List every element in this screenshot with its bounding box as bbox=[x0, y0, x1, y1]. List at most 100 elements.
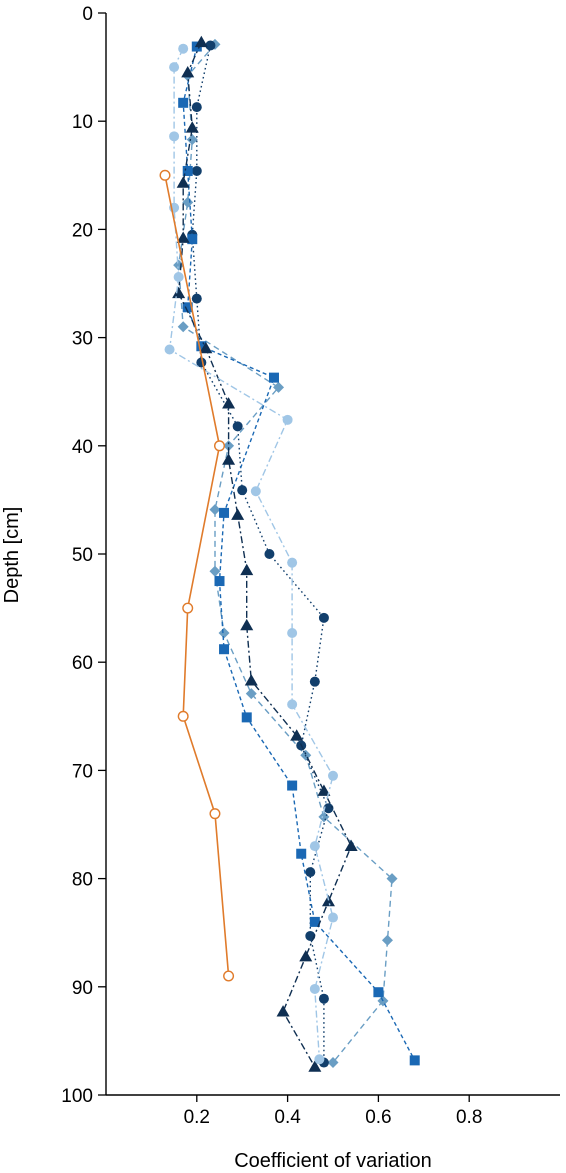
data-point bbox=[287, 699, 298, 710]
series-line bbox=[191, 45, 330, 1063]
data-point bbox=[219, 644, 230, 655]
data-point bbox=[176, 231, 190, 243]
data-point bbox=[219, 507, 230, 518]
data-point bbox=[241, 712, 252, 723]
data-point bbox=[318, 811, 330, 823]
data-point bbox=[209, 565, 221, 577]
data-point bbox=[196, 341, 207, 352]
data-point bbox=[309, 983, 320, 994]
plot-frame bbox=[105, 13, 560, 1096]
series-line bbox=[177, 41, 352, 1068]
data-point bbox=[240, 563, 254, 576]
data-point bbox=[250, 486, 261, 497]
data-point bbox=[287, 557, 298, 568]
data-point bbox=[381, 934, 393, 946]
data-point bbox=[185, 121, 199, 133]
y-tick-label: 20 bbox=[72, 220, 93, 241]
y-tick-label: 40 bbox=[72, 437, 93, 458]
data-point bbox=[182, 196, 194, 208]
y-tick-label: 70 bbox=[72, 761, 93, 782]
data-point bbox=[187, 234, 198, 245]
data-point bbox=[223, 440, 235, 452]
data-point bbox=[159, 169, 171, 181]
x-tick-label: 0.6 bbox=[365, 1107, 391, 1128]
data-point bbox=[169, 131, 180, 142]
data-point bbox=[264, 549, 275, 559]
series-4 bbox=[172, 35, 358, 1072]
data-point bbox=[308, 1060, 322, 1072]
data-point bbox=[218, 627, 230, 639]
data-point bbox=[321, 894, 335, 907]
data-point bbox=[309, 916, 320, 927]
data-point bbox=[296, 848, 307, 859]
data-point bbox=[223, 970, 235, 982]
data-point bbox=[309, 841, 320, 852]
x-tick-label: 0.4 bbox=[274, 1107, 301, 1128]
data-point bbox=[287, 627, 298, 638]
data-point bbox=[214, 576, 225, 587]
data-point bbox=[209, 808, 221, 820]
x-tick-label: 0.8 bbox=[456, 1107, 482, 1128]
data-point bbox=[314, 1054, 325, 1065]
data-point bbox=[237, 485, 248, 496]
data-point bbox=[290, 729, 304, 741]
data-point bbox=[328, 912, 338, 923]
y-tick-label: 0 bbox=[82, 4, 93, 25]
data-point bbox=[181, 66, 195, 78]
data-point bbox=[240, 618, 254, 631]
data-point bbox=[317, 784, 331, 796]
data-point bbox=[182, 302, 193, 313]
series-5 bbox=[164, 43, 338, 1065]
data-point bbox=[373, 987, 384, 998]
data-point bbox=[231, 508, 245, 520]
data-point bbox=[276, 1005, 290, 1017]
x-axis-title: Coefficient of variation bbox=[234, 1150, 432, 1172]
series-line bbox=[164, 175, 230, 977]
x-tick-label: 0.2 bbox=[184, 1107, 210, 1128]
data-point bbox=[191, 165, 202, 176]
y-tick-label: 30 bbox=[72, 329, 93, 350]
data-point bbox=[173, 272, 184, 283]
y-axis-title: Depth [cm] bbox=[1, 507, 23, 604]
data-point bbox=[186, 134, 198, 146]
data-point bbox=[213, 440, 225, 452]
data-point bbox=[199, 341, 213, 354]
y-tick-label: 90 bbox=[72, 978, 93, 999]
data-point bbox=[328, 770, 338, 781]
data-point bbox=[177, 321, 189, 333]
series-layer bbox=[159, 35, 420, 1072]
y-tick-label: 80 bbox=[72, 870, 93, 891]
series-6 bbox=[159, 169, 235, 982]
data-point bbox=[222, 397, 236, 409]
data-point bbox=[299, 950, 313, 962]
data-point bbox=[177, 710, 189, 722]
data-point bbox=[205, 40, 216, 51]
data-point bbox=[182, 602, 194, 614]
y-tick-label: 50 bbox=[72, 545, 93, 566]
data-point bbox=[244, 674, 258, 686]
y-tick-label: 10 bbox=[72, 112, 93, 133]
series-1 bbox=[173, 38, 398, 1069]
data-point bbox=[182, 165, 193, 176]
data-point bbox=[305, 867, 316, 878]
data-point bbox=[194, 35, 208, 48]
data-point bbox=[172, 286, 186, 299]
data-point bbox=[318, 993, 329, 1004]
data-point bbox=[169, 62, 180, 73]
data-point bbox=[344, 839, 358, 852]
y-tick-label: 100 bbox=[61, 1086, 93, 1107]
series-line bbox=[168, 48, 334, 1060]
data-point bbox=[178, 43, 189, 54]
data-point bbox=[386, 873, 398, 885]
series-line bbox=[182, 46, 416, 1061]
data-point bbox=[309, 676, 320, 687]
series-2 bbox=[187, 40, 334, 1068]
data-point bbox=[178, 97, 189, 108]
data-point bbox=[222, 453, 236, 465]
data-point bbox=[191, 102, 202, 113]
data-point bbox=[191, 293, 202, 304]
data-point bbox=[282, 414, 293, 425]
data-point bbox=[323, 803, 334, 814]
data-point bbox=[273, 381, 285, 393]
y-axis-ticks: 0 10 20 30 40 50 60 70 80 90 100 bbox=[61, 4, 106, 1107]
